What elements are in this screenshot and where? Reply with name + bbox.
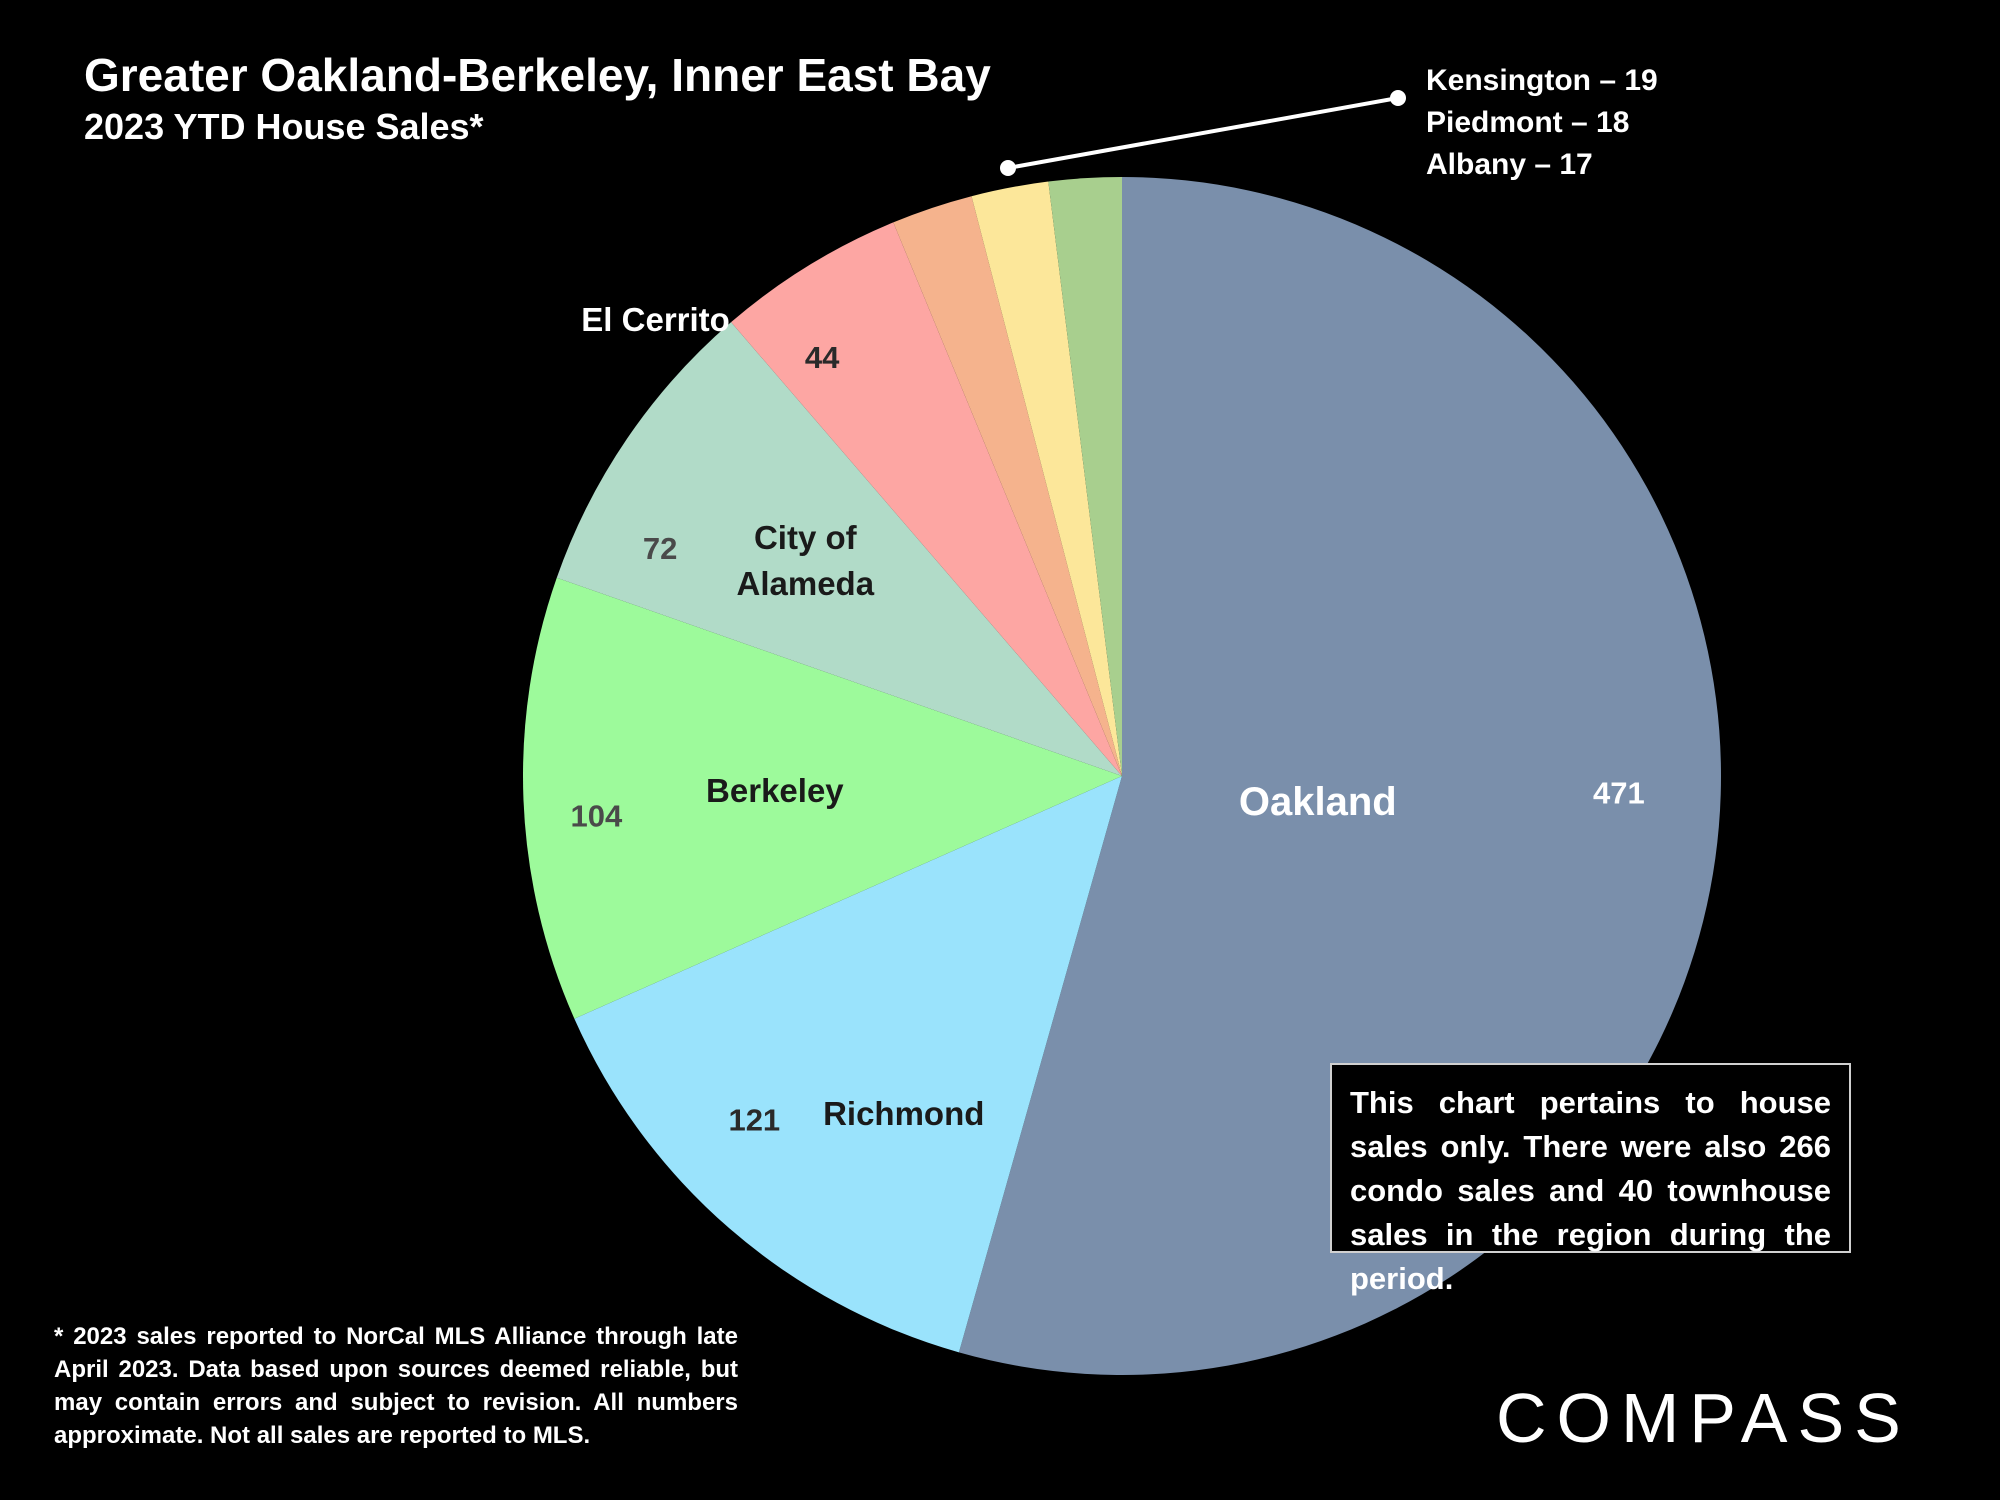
callout-kensington: Kensington – 19 xyxy=(1426,64,1658,97)
pie-slice-albany xyxy=(1048,177,1122,776)
callout-leader-dot-end xyxy=(1390,90,1406,106)
pie-slices xyxy=(522,177,1721,1375)
pie-slice-richmond xyxy=(574,776,1122,1353)
chart-title: Greater Oakland-Berkeley, Inner East Bay xyxy=(84,49,991,101)
pie-slice-berkeley xyxy=(522,577,1122,1019)
pie-slice-el-cerrito xyxy=(731,222,1122,776)
pie-slice-kensington xyxy=(893,196,1122,777)
note-box: This chart pertains to house sales only.… xyxy=(1330,1063,1851,1296)
slice-name-label-oakland: Oakland xyxy=(1239,780,1397,824)
callout-piedmont: Piedmont – 18 xyxy=(1426,106,1630,139)
pie-slice-city-of-alameda xyxy=(556,322,1122,776)
slice-name-label-berkeley: Berkeley xyxy=(706,772,844,809)
slice-name-label-city-of-alameda: City of Alameda xyxy=(737,519,875,602)
footnote: * 2023 sales reported to NorCal MLS Alli… xyxy=(54,1323,738,1449)
callout-leader xyxy=(1000,90,1406,176)
callout-albany: Albany – 17 xyxy=(1426,148,1593,181)
slice-value-label-richmond: 121 xyxy=(728,1102,780,1137)
compass-logo-text: COMPASS xyxy=(1496,1379,1911,1457)
pie-labels: Oakland 471 Richmond 121 Berkeley 104 City of A… xyxy=(570,301,1644,1137)
slice-value-label-oakland: 471 xyxy=(1593,775,1645,810)
chart-subtitle: 2023 YTD House Sales* xyxy=(84,106,484,147)
slice-value-label-berkeley: 104 xyxy=(570,798,622,833)
callout-leader-dot-start xyxy=(1000,160,1016,176)
slice-name-label-el-cerrito: El Cerrito xyxy=(581,301,730,338)
callout-leader-line xyxy=(1007,96,1399,170)
slice-value-label-el-cerrito: 44 xyxy=(805,340,840,375)
slice-name-label-richmond: Richmond xyxy=(823,1095,984,1132)
pie-slice-piedmont xyxy=(971,181,1122,776)
slice-value-label-city-of-alameda: 72 xyxy=(643,531,677,566)
